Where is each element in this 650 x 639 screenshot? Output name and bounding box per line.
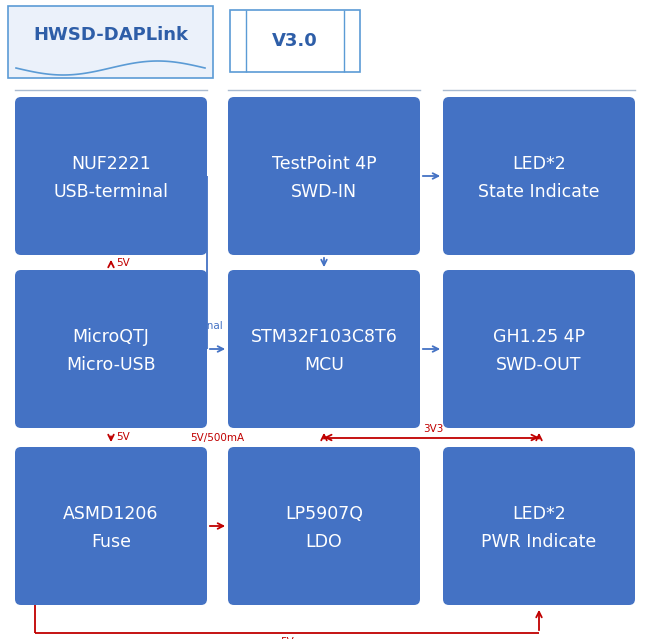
Text: HWSD-DAPLink: HWSD-DAPLink <box>33 26 188 44</box>
Text: TestPoint 4P: TestPoint 4P <box>272 155 376 173</box>
Text: USB-terminal: USB-terminal <box>53 183 168 201</box>
FancyBboxPatch shape <box>443 447 635 605</box>
Text: STM32F103C8T6: STM32F103C8T6 <box>250 328 397 346</box>
Text: MicroQTJ: MicroQTJ <box>73 328 150 346</box>
FancyBboxPatch shape <box>443 97 635 255</box>
Text: 5V: 5V <box>116 433 130 442</box>
FancyBboxPatch shape <box>228 270 420 428</box>
Text: 5V: 5V <box>280 637 294 639</box>
Text: LED*2: LED*2 <box>512 155 566 173</box>
FancyBboxPatch shape <box>230 10 360 72</box>
Text: Fuse: Fuse <box>91 533 131 551</box>
Text: PWR Indicate: PWR Indicate <box>482 533 597 551</box>
Text: SWD-IN: SWD-IN <box>291 183 357 201</box>
FancyBboxPatch shape <box>8 6 213 78</box>
Text: GH1.25 4P: GH1.25 4P <box>493 328 585 346</box>
Text: SWD-OUT: SWD-OUT <box>496 356 582 374</box>
FancyBboxPatch shape <box>15 97 207 255</box>
Text: ASMD1206: ASMD1206 <box>63 505 159 523</box>
Text: 3V3: 3V3 <box>423 424 444 433</box>
FancyBboxPatch shape <box>443 270 635 428</box>
Text: 5V: 5V <box>116 258 130 268</box>
FancyBboxPatch shape <box>228 447 420 605</box>
Text: Micro-USB: Micro-USB <box>66 356 156 374</box>
Text: LP5907Q: LP5907Q <box>285 505 363 523</box>
Text: V3.0: V3.0 <box>272 32 318 50</box>
FancyBboxPatch shape <box>15 447 207 605</box>
Text: NUF2221: NUF2221 <box>71 155 151 173</box>
Text: State Indicate: State Indicate <box>478 183 600 201</box>
FancyBboxPatch shape <box>228 97 420 255</box>
Text: 5V/500mA: 5V/500mA <box>190 433 244 442</box>
Text: LED*2: LED*2 <box>512 505 566 523</box>
FancyBboxPatch shape <box>15 270 207 428</box>
Text: MCU: MCU <box>304 356 344 374</box>
Text: LDO: LDO <box>306 533 343 551</box>
Text: USB Signal: USB Signal <box>166 321 223 331</box>
